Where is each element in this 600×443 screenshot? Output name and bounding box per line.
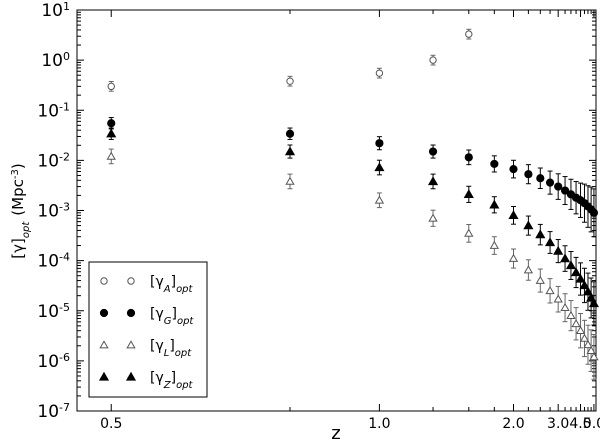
data-point <box>490 159 499 169</box>
data-point <box>375 139 384 148</box>
data-point <box>374 195 385 204</box>
data-point <box>579 280 590 290</box>
y-tick-label: 10-6 <box>37 350 70 372</box>
data-point <box>508 253 519 262</box>
data-point <box>544 237 556 247</box>
data-point <box>566 310 576 319</box>
data-point <box>588 298 599 308</box>
data-point <box>565 260 577 270</box>
y-tick-label: 10-2 <box>37 150 70 172</box>
data-point <box>428 213 438 222</box>
legend-label: [γZ]opt <box>150 370 194 391</box>
x-tick-label: 1.0 <box>368 416 390 432</box>
y-axis-label: [γ]opt(Mpc-3) <box>9 163 32 258</box>
y-axis: 101 100 10-1 10-2 10-3 10-4 10-5 10-6 10-7 <box>37 0 596 422</box>
data-point <box>582 286 594 296</box>
legend-item-l: [γL]opt <box>99 338 192 359</box>
x-axis: 0.5 1.0 2.0 3.04.05.0 <box>100 10 600 432</box>
legend-label: [γA]opt <box>150 274 194 295</box>
data-point <box>106 151 116 160</box>
data-point <box>107 119 116 128</box>
legend-marker <box>125 371 137 381</box>
y-tick-label: 10-3 <box>37 200 70 222</box>
data-point <box>465 30 473 38</box>
legend-marker <box>99 308 109 318</box>
data-point <box>428 147 438 156</box>
y-tick-label: 10-4 <box>37 250 70 272</box>
y-tick-label: 100 <box>41 50 70 72</box>
data-point <box>489 199 500 209</box>
legend-item-g: [γG]opt <box>99 306 194 327</box>
data-point <box>570 267 582 277</box>
data-point <box>575 273 586 283</box>
data-point <box>589 352 599 361</box>
series-g <box>107 117 599 238</box>
data-point <box>583 339 593 349</box>
data-point <box>429 56 437 64</box>
y-tick-label: 10-5 <box>37 300 70 322</box>
legend-marker <box>100 277 108 285</box>
data-point <box>106 128 117 138</box>
data-point <box>586 292 597 302</box>
data-point <box>427 176 439 186</box>
data-point <box>375 69 384 77</box>
y-tick-label: 101 <box>41 0 70 21</box>
legend-box <box>88 261 208 398</box>
data-point <box>284 146 296 156</box>
y-tick-label: 10-1 <box>37 100 70 122</box>
data-point <box>545 178 555 187</box>
data-point <box>508 210 519 220</box>
data-point <box>579 333 590 342</box>
data-point <box>535 229 546 239</box>
legend: [γA]opt [γG]opt [γL]opt [γZ]opt <box>88 261 208 398</box>
data-point <box>536 174 545 183</box>
data-point <box>575 325 586 335</box>
data-point <box>535 275 545 284</box>
data-point <box>523 220 534 230</box>
data-point <box>589 208 599 217</box>
series-l <box>106 148 599 380</box>
x-tick-label: 4.0 <box>569 416 591 432</box>
legend-marker <box>126 340 136 349</box>
y-tick-label: 10-7 <box>37 401 70 423</box>
series-a <box>107 28 473 92</box>
x-tick-label: 3.0 <box>547 416 569 432</box>
legend-marker <box>127 277 135 285</box>
data-point <box>545 285 555 295</box>
data-point <box>463 189 474 198</box>
data-point <box>489 240 499 249</box>
series-z <box>106 127 599 326</box>
data-point <box>374 162 385 172</box>
data-series <box>106 28 599 380</box>
data-point <box>559 253 571 263</box>
x-tick-label: 5.0 <box>583 416 600 432</box>
data-point <box>571 318 581 328</box>
data-point <box>285 176 295 185</box>
data-point <box>524 170 533 179</box>
legend-label: [γL]opt <box>150 338 192 359</box>
legend-marker <box>98 371 110 381</box>
data-point <box>285 129 295 138</box>
data-point <box>553 245 564 255</box>
data-point <box>553 294 563 303</box>
data-point <box>464 228 474 237</box>
data-point <box>286 77 294 85</box>
data-point <box>464 153 473 162</box>
x-tick-label: 0.5 <box>100 416 122 432</box>
legend-marker <box>126 308 136 318</box>
data-point <box>554 182 563 191</box>
x-axis-label: z <box>331 423 340 443</box>
legend-item-z: [γZ]opt <box>98 370 194 391</box>
x-tick-label: 2.0 <box>502 416 524 432</box>
data-point <box>586 345 596 354</box>
data-point <box>107 82 115 91</box>
data-point <box>509 164 518 174</box>
data-point <box>560 302 570 312</box>
legend-label: [γG]opt <box>150 306 194 327</box>
legend-marker <box>99 340 109 349</box>
data-point <box>523 265 534 274</box>
data-point <box>560 186 570 195</box>
legend-item-a: [γA]opt <box>100 274 194 295</box>
